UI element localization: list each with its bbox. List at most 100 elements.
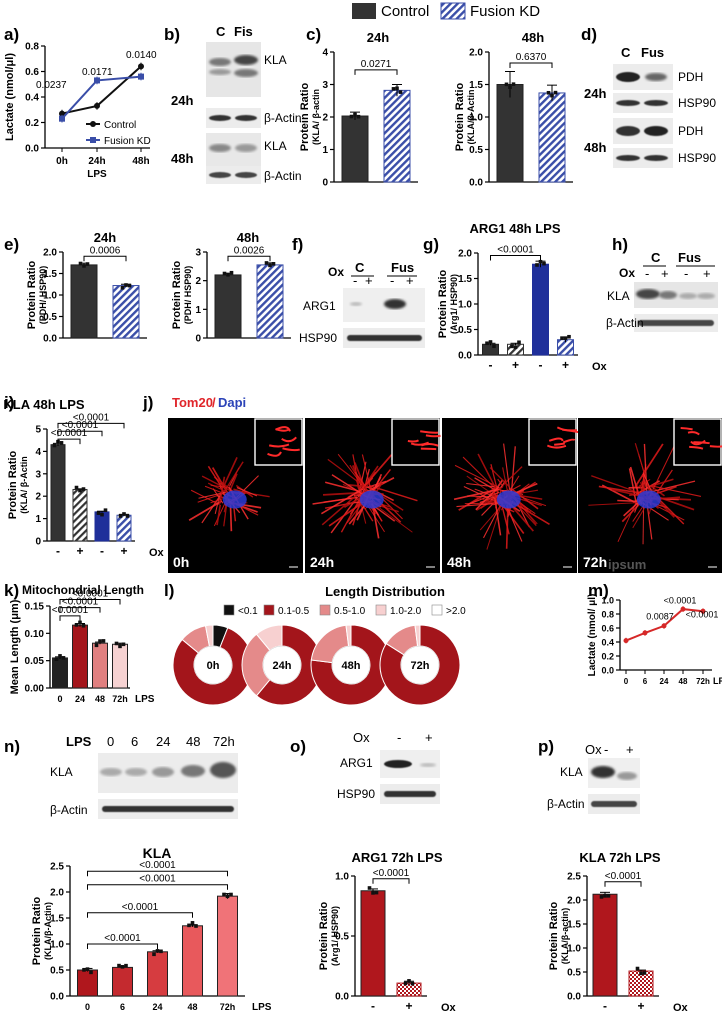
blot-d-band-hsp90-1: HSP90 — [678, 96, 716, 110]
chart-i-point — [59, 441, 64, 445]
chart-i-point — [81, 487, 86, 491]
chart-g-point — [538, 259, 543, 264]
chart-l-legend-swatch — [319, 604, 331, 616]
micro-mito-fiber — [483, 496, 494, 505]
chart-o-pvalue: <0.0001 — [373, 868, 410, 879]
blot-h: Ox C Fus - + - + KLA β-Actin — [606, 250, 718, 332]
chart-n-point — [152, 952, 156, 957]
chart-i-xsign: + — [120, 544, 127, 558]
blot-f-group-fus: Fus — [391, 260, 414, 275]
chart-n-point — [225, 894, 230, 899]
chart-c-24h: 0 1 2 3 4 Protein Ratio (KLA/ β-actin 24h 0.0271 — [299, 30, 418, 189]
chart-i-point — [52, 443, 57, 448]
chart-i-point — [118, 514, 123, 518]
chart-a-legend-control: Control — [104, 120, 136, 131]
chart-o-bracket — [372, 878, 410, 884]
chart-e-24h-ylabel-sub: (PDH/ HSP90) — [38, 266, 48, 325]
micro-mito-fiber — [321, 491, 361, 526]
chart-i-bar — [116, 514, 132, 542]
micro-mito-fiber — [642, 502, 645, 545]
chart-i-bracket — [57, 438, 81, 445]
chart-c-48h-bar — [538, 92, 566, 183]
chart-e-24h-ytick-label: 1.0 — [43, 291, 57, 302]
chart-m-xlabel: LPS — [713, 676, 722, 686]
chart-p-ytick-label: 0.5 — [567, 968, 581, 979]
chart-n-ylabel: Protein Ratio — [31, 896, 43, 965]
micro-mito-fiber — [509, 487, 539, 510]
chart-g-point — [563, 336, 568, 340]
chart-p-xtick-label: - — [603, 999, 607, 1013]
chart-l-hole — [262, 645, 302, 685]
chart-n-ylabel-sub: (KLA/β-Actin) — [43, 902, 53, 960]
chart-c-48h-title: 48h — [522, 30, 544, 45]
chart-a-legend-fusion: Fusion KD — [104, 136, 151, 147]
stain-sep: / — [212, 395, 216, 410]
chart-n-bracket — [87, 884, 228, 890]
chart-p-ytick-label: 2.0 — [567, 896, 581, 907]
chart-e-48h-ytick-label: 3 — [195, 248, 201, 259]
chart-k-ytick-label: 0.05 — [25, 656, 45, 667]
chart-g-bar — [532, 263, 549, 356]
chart-n-xlabel: LPS — [252, 1002, 272, 1013]
legend-fusion-label: Fusion KD — [470, 3, 540, 20]
micro-mito-fiber — [642, 472, 654, 495]
chart-p-point — [635, 966, 640, 971]
micro-inset-mito — [687, 431, 700, 436]
chart-g-pvalue: <0.0001 — [497, 245, 534, 256]
chart-o-xtick-label: - — [371, 999, 375, 1013]
micro-inset-mito — [420, 430, 439, 434]
blot-h-group-fus: Fus — [678, 250, 701, 265]
micro-mito-fiber — [371, 501, 413, 533]
micro-mito-fiber — [368, 484, 418, 502]
chart-a-ytick-label: 0.0 — [25, 144, 39, 155]
micro-inset-mito — [693, 441, 710, 445]
chart-p-ytick-label: 1.5 — [567, 920, 581, 931]
panel-letter-p: p) — [538, 737, 554, 756]
blot-p-sign-2: + — [626, 742, 634, 757]
micro-nucleus — [222, 490, 247, 509]
chart-o-bar — [396, 982, 422, 997]
chart-e-48h-point — [271, 262, 276, 266]
blot-o-sign-1: - — [397, 730, 401, 745]
blot-h-sign-4: + — [703, 266, 711, 281]
chart-a-annotation: 0.0237 — [36, 80, 67, 91]
blot-d-membrane-4 — [613, 148, 673, 168]
chart-g-xsign: + — [512, 358, 519, 372]
micro-mito-fiber — [210, 484, 225, 488]
chart-m-ytick-label: 0.4 — [601, 638, 614, 648]
chart-i-title: KLA 48h LPS — [3, 397, 84, 412]
micro-mito-fiber — [642, 473, 647, 488]
chart-k-point — [98, 639, 102, 643]
chart-c-48h-point — [504, 82, 509, 87]
chart-g-point — [560, 336, 564, 340]
micro-inset-mito — [281, 436, 297, 443]
chart-g-ytick-label: 2.0 — [458, 249, 472, 260]
chart-n-point — [85, 967, 90, 971]
chart-i-point — [78, 488, 82, 493]
chart-n-point — [117, 963, 121, 968]
chart-g-point — [517, 340, 521, 345]
panel-letter-h: h) — [612, 235, 628, 254]
chart-e-48h-point — [264, 261, 269, 265]
chart-c-24h-point — [353, 112, 357, 117]
chart-n-point — [155, 949, 160, 953]
chart-c-24h-bar — [383, 89, 411, 183]
panel-letter-a: a) — [4, 25, 19, 44]
chart-i-pvalue: <0.0001 — [73, 412, 110, 423]
chart-n-xtick-label: 24 — [152, 1002, 162, 1012]
chart-k-point — [101, 639, 106, 643]
micro-inset-mito — [556, 426, 577, 432]
chart-i-ytick-label: 2 — [35, 492, 41, 503]
chart-e-24h-point — [85, 262, 90, 266]
micro-mito-fiber — [503, 443, 511, 490]
legend-swatch-control — [352, 3, 376, 19]
blot-f-band-arg1: ARG1 — [303, 299, 336, 313]
micro-mito-fiber — [510, 446, 516, 493]
micro-mito-fiber — [210, 498, 224, 504]
chart-p-bracket — [604, 881, 642, 887]
micro-mito-fiber — [489, 467, 510, 487]
chart-a-legend-marker-fusion — [90, 137, 96, 143]
chart-c-24h-ytick-label: 2 — [322, 113, 328, 124]
chart-g-xsign: - — [489, 358, 493, 372]
